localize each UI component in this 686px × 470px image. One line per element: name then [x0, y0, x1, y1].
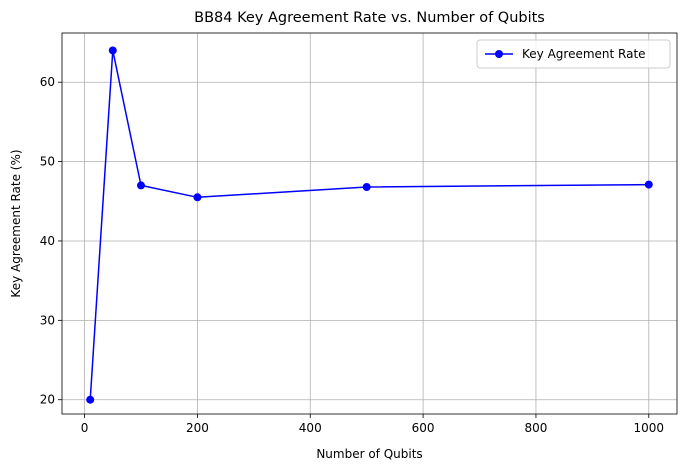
data-point — [644, 180, 653, 189]
legend-box — [476, 39, 671, 69]
x-tick-label: 0 — [81, 421, 89, 435]
data-point — [362, 182, 371, 191]
x-axis: 0 200 400 600 800 1000 — [81, 414, 664, 435]
grid-lines — [62, 33, 677, 414]
y-axis-label: Key Agreement Rate (%) — [9, 149, 23, 297]
x-tick-label: 400 — [299, 421, 322, 435]
x-tick-label: 200 — [186, 421, 209, 435]
chart-title: BB84 Key Agreement Rate vs. Number of Qu… — [194, 10, 545, 26]
y-tick-label: 30 — [40, 313, 55, 327]
data-point — [193, 193, 202, 202]
x-axis-label: Number of Qubits — [316, 447, 422, 461]
plot-area — [62, 33, 677, 414]
data-point — [86, 395, 95, 404]
data-point — [108, 46, 117, 55]
series-layer — [86, 46, 653, 404]
data-point — [136, 181, 145, 190]
y-axis: 20 30 40 50 60 — [40, 75, 62, 407]
y-tick-label: 50 — [40, 155, 55, 169]
x-tick-label: 600 — [412, 421, 435, 435]
legend-marker-sample — [495, 50, 503, 58]
y-tick-label: 40 — [40, 234, 55, 248]
y-tick-label: 20 — [40, 393, 55, 407]
x-tick-label: 800 — [524, 421, 547, 435]
y-tick-label: 60 — [40, 75, 55, 89]
series-line — [89, 49, 649, 400]
legend: Key Agreement Rate — [476, 39, 671, 69]
legend-entry-label: Key Agreement Rate — [522, 47, 646, 61]
plot-frame — [61, 32, 678, 415]
x-tick-label: 1000 — [634, 421, 665, 435]
